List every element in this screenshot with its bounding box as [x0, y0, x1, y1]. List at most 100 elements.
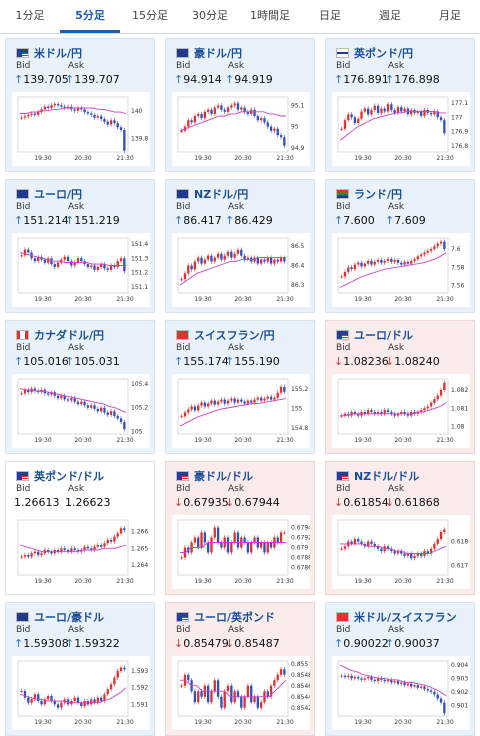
tab-15min[interactable]: 15分足 [132, 9, 168, 22]
candle [223, 255, 226, 260]
rate-card[interactable]: 英ポンド/ドル Bid Ask 1.26613 1.26623 1.266 1.265 1.2… [5, 461, 155, 595]
rate-card[interactable]: 英ポンド/円 Bid Ask ↑176.891 ↑176.898 177.1 177 176.… [325, 38, 475, 172]
candle [403, 261, 406, 265]
price-chart[interactable]: 0.855 0.8548 0.8546 0.8544 0.8542 19:30 20:30 2… [172, 656, 310, 730]
candle [60, 702, 63, 708]
chart-background [12, 374, 150, 448]
candle [370, 677, 373, 680]
pair-title[interactable]: ユーロ/豪ドル [16, 609, 104, 624]
y-tick-label: 105.2 [131, 405, 148, 412]
pair-title[interactable]: NZドル/ドル [336, 468, 419, 483]
ask-number: 86.429 [234, 214, 273, 227]
chart-frame [337, 378, 449, 435]
pair-title[interactable]: ランド/円 [336, 186, 402, 201]
rate-card[interactable]: NZドル/円 Bid Ask ↑86.417 ↑86.429 86.5 86.4 86.3 19… [165, 179, 315, 313]
y-tick-label: 1.264 [131, 562, 148, 569]
pair-title[interactable]: ユーロ/ドル [336, 327, 413, 342]
candle [386, 104, 390, 112]
candle [410, 553, 413, 559]
pair-title[interactable]: ユーロ/英ポンド [176, 609, 275, 624]
bid-value: ↑94.914 [174, 73, 222, 86]
price-chart[interactable]: 1.593 1.592 1.591 19:30 20:30 21:30 [12, 656, 150, 730]
tab-30min[interactable]: 30分足 [192, 9, 228, 22]
candle [283, 386, 286, 392]
tab-1min[interactable]: 1分足 [15, 9, 45, 22]
rate-card[interactable]: NZドル/ドル Bid Ask ↓0.61854 ↓0.61868 0.618 0.617 1… [325, 461, 475, 595]
pair-title[interactable]: ユーロ/円 [16, 186, 83, 201]
rate-card[interactable]: ユーロ/ドル Bid Ask ↓1.08236 ↓1.08240 1.082 1.081 1.… [325, 320, 475, 454]
candle [439, 390, 443, 396]
price-chart[interactable]: 1.082 1.081 1.08 19:30 20:30 21:30 [332, 374, 470, 448]
price-chart[interactable]: 7.6 7.58 7.56 19:30 20:30 21:30 [332, 233, 470, 307]
candle [119, 418, 123, 423]
pair-title[interactable]: 豪ドル/円 [176, 45, 242, 60]
candle [436, 243, 439, 247]
ask-number: 151.219 [74, 214, 120, 227]
candle [123, 528, 126, 530]
rate-card[interactable]: ランド/円 Bid Ask ↑7.600 ↑7.609 7.6 7.58 7.56 19:30 2… [325, 179, 475, 313]
bid-number: 176.891 [343, 73, 389, 86]
price-chart[interactable]: 155.2 155 154.8 19:30 20:30 21:30 [172, 374, 310, 448]
candle [400, 551, 403, 554]
price-chart[interactable]: 1.266 1.265 1.264 19:30 20:30 21:30 [12, 515, 150, 589]
y-tick-label: 0.8544 [291, 694, 310, 701]
rate-card[interactable]: スイスフラン/円 Bid Ask ↑155.174 ↑155.190 155.2 155 15… [165, 320, 315, 454]
price-chart[interactable]: 151.4 151.3 151.2 151.1 19:30 20:30 21:30 [12, 233, 150, 307]
candle [406, 683, 410, 686]
candle [73, 398, 76, 402]
tab-1hour[interactable]: 1時間足 [250, 9, 290, 22]
pair-title[interactable]: 米ドル/スイスフラン [336, 609, 457, 624]
bid-number: 7.600 [343, 214, 375, 227]
candle [250, 685, 253, 703]
pair-title[interactable]: 英ポンド/ドル [16, 468, 104, 483]
tab-monthly[interactable]: 月足 [439, 9, 461, 22]
price-chart[interactable]: 0.6794 0.6792 0.679 0.6788 0.6786 19:30 20:30 2… [172, 515, 310, 589]
pair-title[interactable]: NZドル/円 [176, 186, 248, 201]
price-chart[interactable]: 0.618 0.617 19:30 20:30 21:30 [332, 515, 470, 589]
y-tick-label: 151.4 [131, 241, 148, 248]
rate-card[interactable]: 豪ドル/円 Bid Ask ↑94.914 ↑94.919 95.1 95 94.9 19:30… [165, 38, 315, 172]
tab-5min[interactable]: 5分足 [60, 0, 120, 33]
candle [383, 410, 386, 414]
tab-daily[interactable]: 日足 [319, 9, 341, 22]
x-tick-label: 19:30 [354, 719, 371, 726]
price-chart[interactable]: 177.1 177 176.9 176.8 19:30 20:30 21:30 [332, 92, 470, 166]
price-chart[interactable]: 86.5 86.4 86.3 19:30 20:30 21:30 [172, 233, 310, 307]
candle [246, 257, 250, 260]
rate-card[interactable]: ユーロ/英ポンド Bid Ask ↓0.85479 ↓0.85487 0.855 0.854… [165, 602, 315, 736]
candle [27, 249, 30, 253]
candle [383, 679, 386, 682]
price-chart[interactable]: 0.904 0.903 0.902 0.901 19:30 20:30 21:30 [332, 656, 470, 730]
candle [233, 253, 236, 258]
pair-name: ユーロ/円 [34, 188, 83, 201]
candle [216, 401, 220, 405]
candle [390, 259, 393, 262]
rate-card[interactable]: 米ドル/スイスフラン Bid Ask ↑0.90022 ↑0.90037 0.904 0.9… [325, 602, 475, 736]
price-chart[interactable]: 105.4 105.2 105 19:30 20:30 21:30 [12, 374, 150, 448]
ask-label: Ask [388, 484, 405, 494]
rate-card[interactable]: カナダドル/円 Bid Ask ↑105.016 ↑105.031 105.4 105.2 1… [5, 320, 155, 454]
pair-title[interactable]: スイスフラン/円 [176, 327, 275, 342]
tab-weekly[interactable]: 週足 [379, 9, 401, 22]
rate-card[interactable]: 米ドル/円 Bid Ask ↑139.705 ↑139.707 140 139.8 19:30… [5, 38, 155, 172]
price-chart[interactable]: 140 139.8 19:30 20:30 21:30 [12, 92, 150, 166]
ask-number: 1.26623 [65, 496, 111, 509]
price-chart[interactable]: 95.1 95 94.9 19:30 20:30 21:30 [172, 92, 310, 166]
candle [96, 266, 100, 270]
candle [246, 685, 250, 697]
candle [266, 691, 269, 697]
pair-title[interactable]: 英ポンド/円 [336, 45, 413, 60]
candle [83, 546, 86, 550]
rate-card[interactable]: ユーロ/豪ドル Bid Ask ↑1.59308 ↑1.59322 1.593 1.592 1… [5, 602, 155, 736]
y-tick-label: 86.3 [291, 282, 305, 289]
pair-title[interactable]: カナダドル/円 [16, 327, 104, 342]
candle [436, 111, 439, 118]
rate-card[interactable]: 豪ドル/ドル Bid Ask ↓0.67935 ↓0.67944 0.6794 0.6792… [165, 461, 315, 595]
bid-label: Bid [336, 202, 351, 212]
ask-label: Ask [388, 61, 405, 71]
pair-title[interactable]: 豪ドル/ドル [176, 468, 253, 483]
pair-title[interactable]: 米ドル/円 [16, 45, 82, 60]
candle [376, 105, 380, 113]
rate-card[interactable]: ユーロ/円 Bid Ask ↑151.214 ↑151.219 151.4 151.3 151… [5, 179, 155, 313]
candle [273, 259, 276, 264]
